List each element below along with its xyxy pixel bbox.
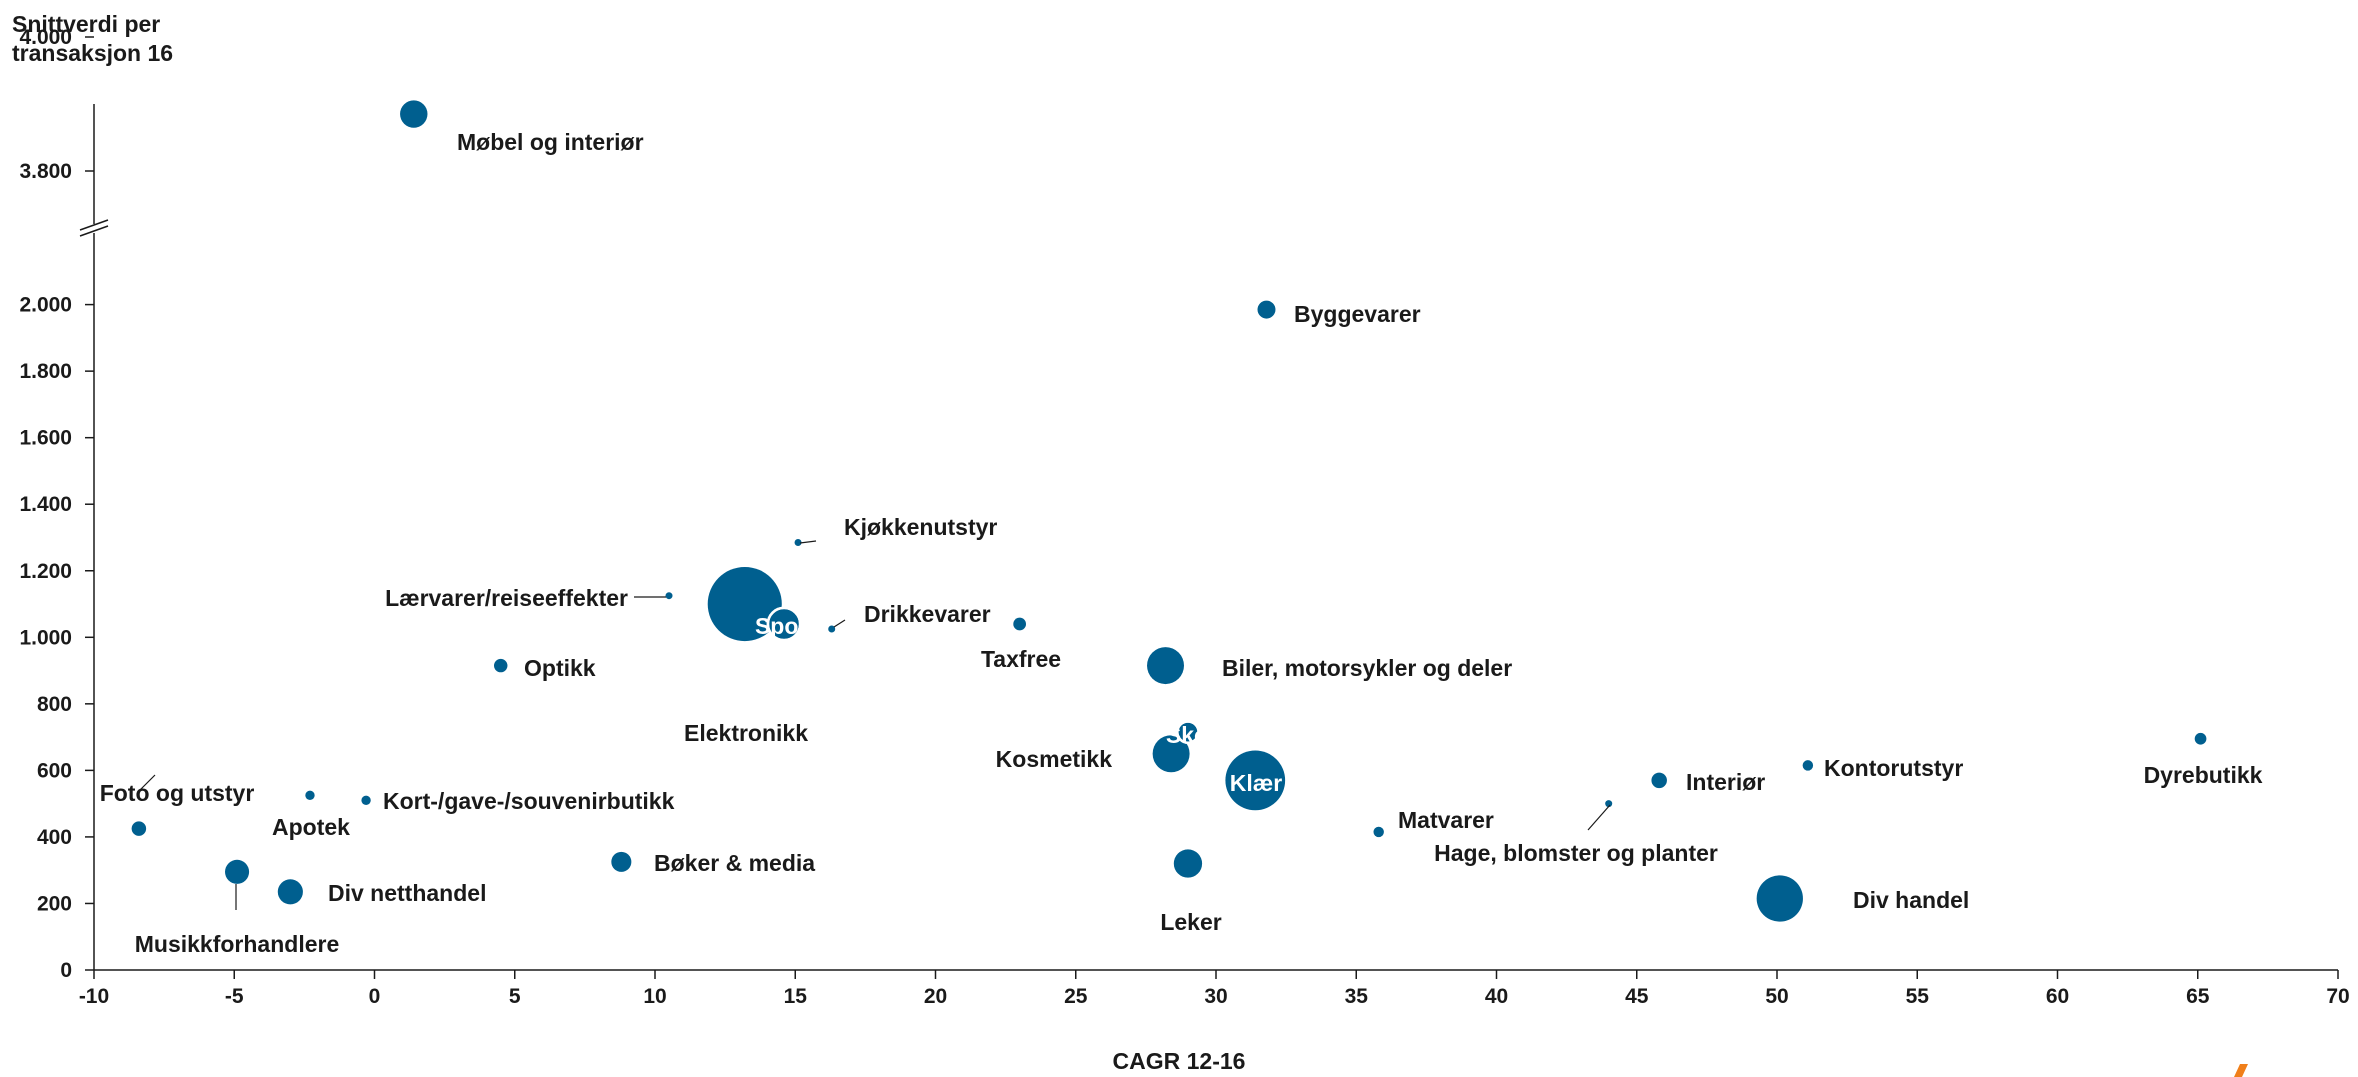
axes: -10 -5 0 5 10 15 20 25 30 35 40 45 50 55 60 65 70 0 200 400… [19, 26, 2350, 1077]
bubble [1605, 800, 1613, 808]
x-tick-label: 60 [2046, 985, 2069, 1008]
bubble-label: Bøker & media [654, 850, 815, 876]
x-tick-label: 45 [1625, 985, 1649, 1008]
bubble [707, 566, 782, 642]
x-tick-label: 5 [509, 985, 521, 1008]
y-tick-label: 3.800 [19, 160, 72, 183]
bubble-label: Optikk [524, 655, 596, 681]
bubble [1373, 826, 1384, 838]
bubble-label: Div netthandel [328, 880, 486, 906]
y-tick-label: 1.000 [19, 626, 72, 649]
bubble [2194, 732, 2207, 745]
bubble-label: Apotek [272, 814, 350, 840]
bubble-label: Leker [1160, 909, 1221, 935]
bubble-label: Sko [1166, 722, 1208, 748]
y-tick-label: 1.200 [19, 560, 72, 583]
x-tick-label: -10 [79, 985, 109, 1008]
bubble [611, 851, 632, 872]
axis-break-mark [79, 219, 109, 231]
leader-line [799, 540, 817, 544]
bubble [1173, 849, 1203, 878]
bubble [1257, 300, 1276, 319]
bubble [400, 100, 428, 128]
y-tick-label: 1.800 [19, 360, 72, 383]
bubble-label: Elektronikk [684, 720, 808, 746]
x-tick-label: 70 [2326, 985, 2349, 1008]
bubble-outline [1176, 720, 1200, 745]
bubble-label: Taxfree [981, 646, 1061, 672]
bubble-label: Drikkevarer [864, 601, 991, 627]
bubble [1651, 772, 1667, 789]
bubble [1225, 750, 1286, 811]
bubble [1147, 647, 1184, 685]
x-tick-label: 40 [1485, 985, 1508, 1008]
x-tick-label: 35 [1345, 985, 1369, 1008]
y-tick-label: 600 [37, 759, 72, 782]
y-tick-label: 4.000 [19, 26, 72, 49]
bubble [361, 795, 371, 805]
bubble-label: Musikkforhandlere [135, 931, 340, 957]
bubble-label: Foto og utstyr [100, 780, 255, 806]
x-tick-label: 20 [924, 985, 947, 1008]
bubble [131, 821, 147, 836]
axis-break-mark [79, 225, 109, 237]
bubble [225, 859, 250, 884]
bubble [1013, 617, 1027, 631]
bubble-label: Div handel [1853, 887, 1969, 913]
x-axis-title: CAGR 12-16 [1112, 1048, 1246, 1074]
bubble [277, 879, 303, 905]
bubble [1802, 760, 1814, 771]
bubble-label: Kosmetikk [996, 746, 1113, 772]
bubble [494, 658, 508, 673]
x-tick-label: 30 [1204, 985, 1227, 1008]
bubble-label: Byggevarer [1294, 301, 1421, 327]
bubble-label: Lærvarer/reiseeffekter [385, 585, 628, 611]
x-tick-label: 55 [1906, 985, 1930, 1008]
x-tick-label: 65 [2186, 985, 2210, 1008]
y-tick-label: 400 [37, 826, 72, 849]
leader-line [1587, 804, 1611, 831]
y-tick-label: 1.400 [19, 493, 72, 516]
bubble-label: Klær [1230, 770, 1282, 796]
x-tick-label: -5 [225, 985, 244, 1008]
x-tick-label: 15 [784, 985, 808, 1008]
bubble-label: Hage, blomster og planter [1434, 840, 1718, 866]
x-tick-label: 50 [1765, 985, 1788, 1008]
y-tick-label: 1.600 [19, 427, 72, 450]
bubble-labels: Møbel og interiør Byggevarer Elektronikk Sp… [100, 129, 2263, 957]
bubble-label: Kontorutstyr [1824, 755, 1963, 781]
bubble [305, 790, 315, 801]
bubble-label: Interiør [1686, 769, 1765, 795]
y-tick-label: 800 [37, 693, 72, 716]
leader-line [833, 619, 846, 628]
x-tick-label: 0 [369, 985, 381, 1008]
bubble-label: Møbel og interiør [457, 129, 644, 155]
bubble-label: Biler, motorsykler og deler [1222, 655, 1512, 681]
y-axis-title: Snittverdi per transaksjon 16 [12, 11, 174, 66]
bubble-marker [663, 590, 675, 602]
bubbles [131, 100, 2207, 922]
x-tick-label: 10 [643, 985, 666, 1008]
y-tick-label: 0 [60, 959, 72, 982]
y-tick-label: 200 [37, 892, 72, 915]
y-tick-label: 2.000 [19, 294, 72, 317]
bubble [1756, 875, 1803, 922]
bubble-label: Dyrebutikk [2144, 762, 2263, 788]
bubble [1152, 735, 1190, 773]
bubble-label: Kjøkkenutstyr [844, 514, 997, 540]
bubble-label: Sport [755, 613, 815, 639]
bubble-label: Matvarer [1398, 807, 1494, 833]
bubble-outline [766, 606, 802, 642]
bubble-label: Kort-/gave-/souvenirbutikk [383, 788, 675, 814]
leader-line [139, 774, 156, 791]
orange-corner-mark [2234, 1064, 2248, 1077]
x-tick-label: 25 [1064, 985, 1088, 1008]
